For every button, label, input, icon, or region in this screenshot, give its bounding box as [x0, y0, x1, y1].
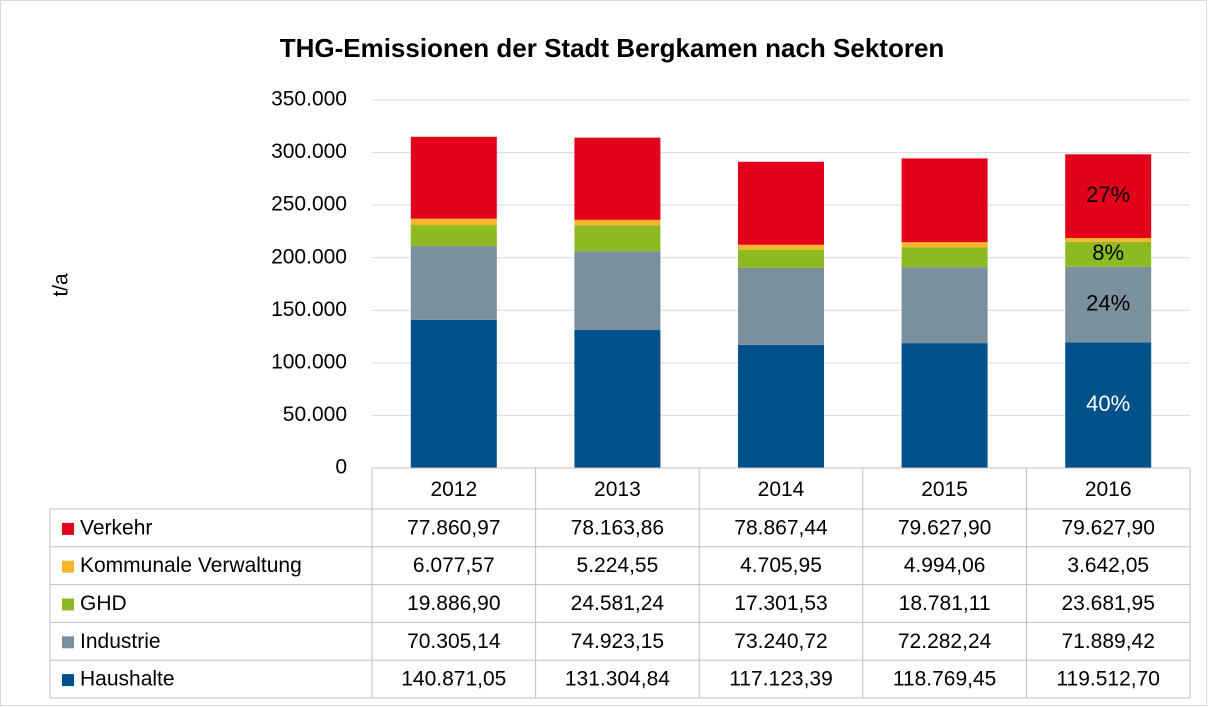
y-tick-label: 200.000	[271, 245, 347, 268]
table-value: 6.077,57	[413, 554, 495, 577]
bar-segment	[410, 136, 497, 219]
table-value: 18.781,11	[899, 592, 991, 615]
x-tick-label: 2013	[594, 478, 641, 501]
bar-segment	[410, 319, 497, 468]
table-value: 17.301,53	[734, 592, 827, 615]
x-tick-label: 2014	[758, 478, 805, 501]
bar-segment	[410, 218, 497, 226]
table-value: 70.305,14	[407, 630, 501, 653]
bar-segment	[738, 161, 824, 245]
legend-swatch	[62, 522, 74, 535]
table-value: 140.871,05	[401, 668, 506, 691]
table-value: 4.994,06	[904, 554, 986, 577]
legend-label: Verkehr	[80, 516, 152, 539]
legend-label: Kommunale Verwaltung	[80, 554, 302, 577]
bar-segment	[901, 267, 988, 344]
x-tick-label: 2015	[921, 478, 968, 501]
bar-segment	[738, 244, 824, 250]
table-value: 131.304,84	[565, 668, 670, 691]
legend-swatch	[62, 560, 74, 573]
table-value: 117.123,39	[729, 668, 833, 691]
table-value: 78.867,44	[734, 516, 828, 539]
table-value: 79.627,90	[1061, 516, 1154, 539]
y-tick-label: 150.000	[271, 298, 347, 321]
y-tick-label: 50.000	[283, 403, 347, 426]
bar-segment	[574, 251, 661, 330]
bar-segment	[1065, 238, 1152, 242]
table-value: 4.705,95	[740, 554, 822, 577]
y-tick-label: 0	[335, 456, 347, 479]
bar-segment	[574, 225, 661, 252]
table-value: 78.163,86	[571, 516, 664, 539]
bar-segment	[901, 247, 988, 268]
bar-segment	[1065, 154, 1152, 239]
table-value: 79.627,90	[898, 516, 991, 539]
bar-segment	[901, 242, 988, 248]
bar-segment	[738, 267, 824, 345]
legend-swatch	[62, 598, 74, 611]
x-tick-label: 2012	[430, 478, 477, 501]
share-label: 24%	[1086, 290, 1130, 315]
table-value: 119.512,70	[1056, 668, 1160, 691]
legend-label: GHD	[80, 592, 127, 615]
bar-segment	[1065, 241, 1152, 267]
x-tick-label: 2016	[1085, 478, 1132, 501]
bar-segment	[410, 225, 497, 246]
bar-segment	[574, 219, 661, 226]
legend-swatch	[62, 636, 74, 649]
table-value: 71.889,42	[1061, 630, 1154, 653]
table-value: 5.224,55	[577, 554, 659, 577]
table-value: 73.240,72	[734, 630, 827, 653]
table-value: 72.282,24	[898, 630, 992, 653]
table-value: 77.860,97	[407, 516, 500, 539]
bar-segment	[1065, 266, 1152, 343]
bar-segment	[410, 245, 497, 320]
legend-label: Industrie	[80, 630, 161, 653]
share-label: 27%	[1086, 182, 1130, 207]
bar-segment	[574, 329, 661, 468]
table-value: 3.642,05	[1067, 554, 1149, 577]
table-value: 74.923,15	[571, 630, 664, 653]
y-axis-label: t/a	[50, 273, 73, 297]
y-tick-label: 100.000	[271, 350, 347, 373]
y-tick-label: 350.000	[271, 88, 347, 111]
share-label: 40%	[1086, 391, 1130, 416]
bar-segment	[574, 137, 661, 220]
bar-segment	[901, 158, 988, 243]
legend-swatch	[62, 674, 74, 687]
table-value: 118.769,45	[893, 668, 997, 691]
y-tick-label: 250.000	[271, 193, 347, 216]
table-value: 19.886,90	[407, 592, 500, 615]
table-value: 23.681,95	[1061, 592, 1154, 615]
chart-title: THG-Emissionen der Stadt Bergkamen nach …	[280, 33, 945, 63]
bar-segment	[738, 344, 824, 468]
bar-segment	[738, 249, 824, 268]
legend-label: Haushalte	[80, 668, 175, 691]
bar-segment	[901, 343, 988, 468]
share-label: 8%	[1092, 240, 1124, 265]
table-value: 24.581,24	[571, 592, 665, 615]
bar-segment	[1065, 342, 1152, 468]
y-tick-label: 300.000	[271, 140, 347, 163]
